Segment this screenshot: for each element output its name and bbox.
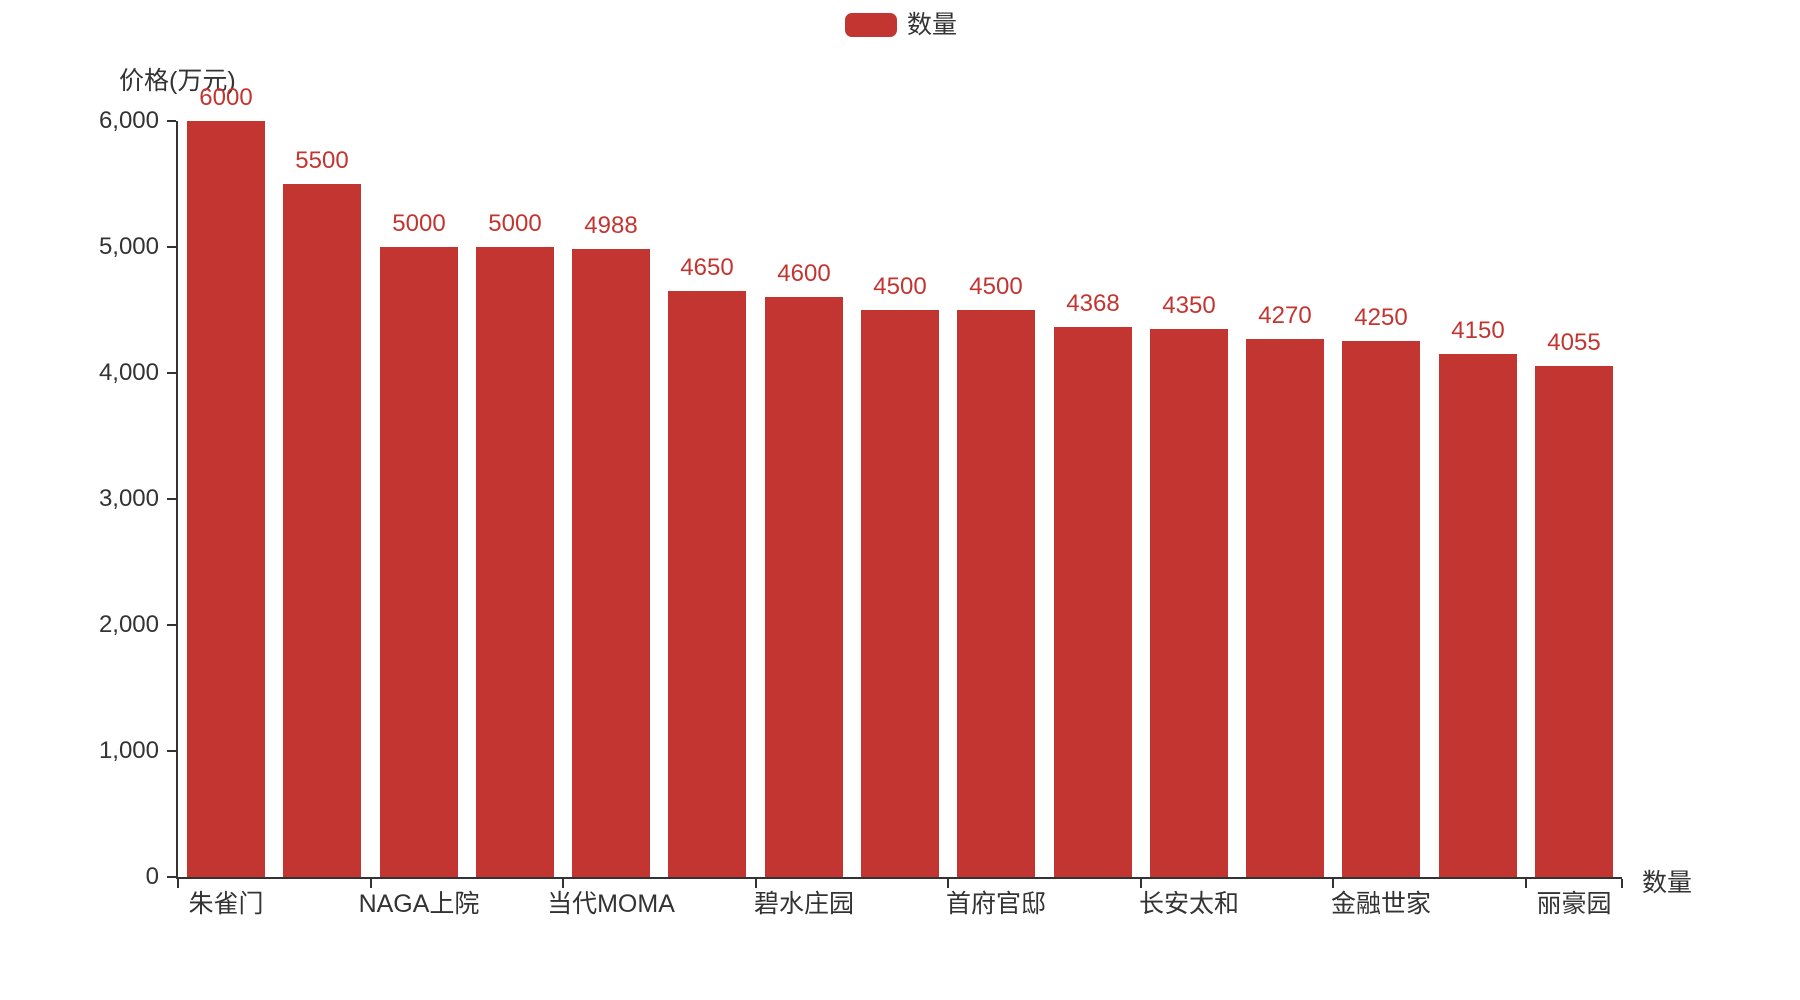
bar-value-label: 4150 xyxy=(1451,317,1505,344)
x-tick-label: NAGA上院 xyxy=(358,890,480,918)
x-tick-label: 金融世家 xyxy=(1330,890,1431,918)
bar[interactable] xyxy=(861,310,939,877)
x-axis-tick xyxy=(177,879,179,888)
y-tick-label: 4,000 xyxy=(98,359,159,386)
legend-marker-icon xyxy=(845,13,897,37)
y-tick-label: 6,000 xyxy=(98,107,159,134)
y-tick-label: 5,000 xyxy=(98,233,159,260)
bar[interactable] xyxy=(765,297,843,877)
x-axis-line xyxy=(176,877,1622,879)
y-axis-tick xyxy=(167,498,176,500)
bar[interactable] xyxy=(668,291,746,877)
x-axis-title: 数量 xyxy=(1642,869,1693,897)
bar[interactable] xyxy=(1535,366,1613,877)
x-axis-tick xyxy=(1524,879,1527,888)
x-tick-label: 朱雀门 xyxy=(188,890,264,918)
y-tick-label: 2,000 xyxy=(98,611,159,638)
x-tick-label: 丽豪园 xyxy=(1536,890,1612,918)
legend-label: 数量 xyxy=(907,11,958,39)
y-axis-tick xyxy=(167,750,176,752)
bar-value-label: 4500 xyxy=(873,273,927,300)
x-axis-tick xyxy=(1621,879,1623,888)
bar-value-label: 5500 xyxy=(295,147,349,174)
bar[interactable] xyxy=(283,184,361,877)
x-tick-label: 碧水庄园 xyxy=(753,890,854,918)
x-tick-label: 首府官邸 xyxy=(945,890,1046,918)
bar-value-label: 4250 xyxy=(1354,304,1408,331)
bar[interactable] xyxy=(1439,354,1517,877)
bar-value-label: 6000 xyxy=(199,84,253,111)
x-axis-tick xyxy=(369,879,372,888)
bar[interactable] xyxy=(572,249,650,877)
bar-value-label: 5000 xyxy=(488,210,542,237)
bar-value-label: 4368 xyxy=(1066,290,1120,317)
bar[interactable] xyxy=(476,247,554,877)
bar-value-label: 4270 xyxy=(1258,302,1312,329)
x-tick-label: 长安太和 xyxy=(1138,890,1239,918)
bar-value-label: 4600 xyxy=(777,260,831,287)
y-axis-line xyxy=(176,121,178,879)
y-axis-tick xyxy=(167,246,176,248)
x-axis-tick xyxy=(1139,879,1142,888)
y-axis-tick xyxy=(167,372,176,374)
legend-item-quantity[interactable]: 数量 xyxy=(845,11,957,39)
y-tick-label: 0 xyxy=(145,863,159,890)
y-axis-tick xyxy=(167,120,176,122)
y-axis-tick xyxy=(167,876,176,878)
bar[interactable] xyxy=(1054,327,1132,877)
x-axis-tick xyxy=(947,879,950,888)
bar-value-label: 5000 xyxy=(392,210,446,237)
y-tick-label: 1,000 xyxy=(98,737,159,764)
bar[interactable] xyxy=(957,310,1035,877)
x-axis-tick xyxy=(1332,879,1335,888)
y-axis-tick xyxy=(167,624,176,626)
bar[interactable] xyxy=(1150,329,1228,877)
x-tick-label: 当代MOMA xyxy=(547,890,675,918)
bar-value-label: 4988 xyxy=(584,212,638,239)
bar-value-label: 4350 xyxy=(1162,292,1216,319)
y-tick-label: 3,000 xyxy=(98,485,159,512)
x-axis-tick xyxy=(754,879,757,888)
bar[interactable] xyxy=(380,247,458,877)
x-axis-tick xyxy=(562,879,565,888)
bar[interactable] xyxy=(1246,339,1324,877)
y-axis-title: 价格(万元) xyxy=(119,67,236,95)
bar-value-label: 4055 xyxy=(1547,329,1601,356)
bar[interactable] xyxy=(1342,341,1420,877)
bar-value-label: 4650 xyxy=(680,254,734,281)
bar-value-label: 4500 xyxy=(969,273,1023,300)
bar[interactable] xyxy=(187,121,265,877)
